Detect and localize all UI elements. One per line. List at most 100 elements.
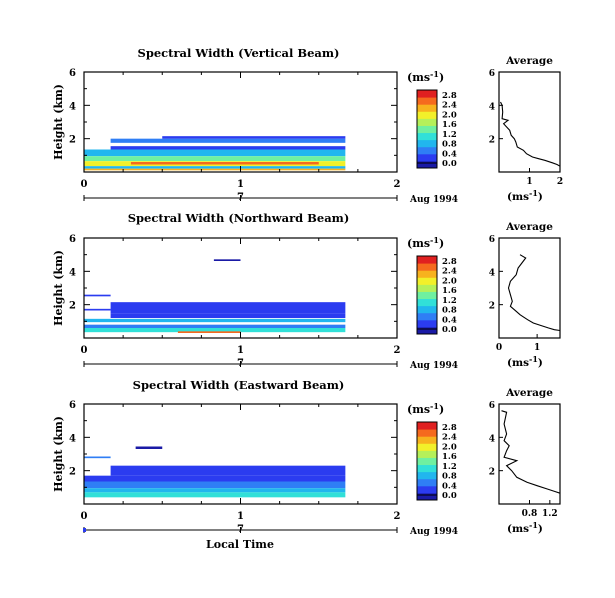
- average-frame: [498, 71, 561, 173]
- colorbar-segment: [417, 284, 437, 292]
- x-tick-label: 0: [81, 345, 88, 356]
- colorbar-frame: [416, 421, 438, 501]
- avg-y-tick-label: 4: [489, 434, 495, 444]
- colorbar-segment: [417, 422, 437, 430]
- panel-3: Spectral Width (Eastward Beam) 2 4 6 0 1 2 Heig…: [52, 378, 561, 537]
- y-tick-label: 4: [69, 433, 76, 444]
- x-tick-label: 1: [237, 511, 244, 522]
- colorbar-segment: [417, 97, 437, 105]
- y-axis-label: Height (km): [52, 250, 65, 326]
- colorbar-segment: [417, 104, 437, 112]
- heatmap-cell-0: [135, 446, 163, 449]
- colorbar-tick-label: 2.4: [442, 433, 457, 443]
- avg-y-tick-label: 4: [489, 102, 495, 112]
- y-tick-label: 2: [69, 135, 76, 146]
- y-tick-label: 6: [69, 234, 76, 245]
- colorbar-tick-label: 2.8: [442, 91, 457, 101]
- heatmap-cell-7: [130, 162, 319, 165]
- colorbar-tick-label: 0.4: [442, 481, 457, 491]
- avg-y-tick-label: 2: [489, 136, 495, 146]
- colorbar-segment: [417, 291, 437, 300]
- average-title: Average: [505, 387, 553, 399]
- colorbar-frame: [416, 89, 438, 169]
- colorbar-tick-label: 2.0: [442, 442, 457, 452]
- colorbar-segment: [417, 153, 437, 162]
- unit-exp: -1: [430, 69, 439, 79]
- colorbar-tick-label: 2.0: [442, 110, 457, 120]
- colorbar-segment: [417, 443, 437, 451]
- heatmap-cells: [84, 136, 346, 171]
- x-tick-label: 0: [81, 179, 88, 190]
- colorbar-segment: [417, 319, 437, 328]
- y-tick-label: 2: [69, 301, 76, 312]
- colorbar-tick-label: 1.6: [442, 286, 457, 296]
- unit-text: (ms: [407, 403, 430, 416]
- avg-y-tick-label: 6: [489, 401, 495, 411]
- unit-close: ): [439, 71, 444, 84]
- heatmap-cell-1: [84, 456, 111, 459]
- avg-y-tick-label: 6: [489, 235, 495, 245]
- colorbar-tick-label: 0.8: [442, 140, 457, 150]
- heatmap-cell-1: [162, 136, 346, 139]
- heatmap-cell-5: [84, 156, 346, 162]
- heatmap-cell-7: [84, 324, 346, 328]
- colorbar-tick-label: 0.4: [442, 315, 457, 325]
- heatmap-cells: [84, 259, 346, 333]
- colorbar-segment: [417, 457, 437, 466]
- colorbar-segment: [417, 464, 437, 473]
- panel-title: Spectral Width (Eastward Beam): [133, 378, 345, 392]
- average-unit: (ms-1): [507, 520, 543, 535]
- average-profile-line: [500, 101, 561, 167]
- y-tick-label: 2: [69, 467, 76, 478]
- date-marker: [83, 528, 86, 532]
- average-title: Average: [505, 221, 553, 233]
- colorbar-segment: [417, 429, 437, 437]
- avg-x-tick-label: 2: [557, 177, 563, 187]
- avg-y-tick-label: 4: [489, 268, 495, 278]
- x-tick-label: 2: [394, 345, 401, 356]
- unit-close: ): [439, 237, 444, 250]
- heatmap-cell-0: [213, 259, 241, 261]
- heatmap-cell-3: [110, 146, 346, 150]
- colorbar-segment: [417, 305, 437, 314]
- heatmap-cell-9: [84, 168, 346, 171]
- heatmap-cell-5: [110, 313, 346, 318]
- colorbar-segment: [417, 485, 437, 494]
- x-tick-label: 1: [237, 345, 244, 356]
- y-tick-label: 6: [69, 68, 76, 79]
- avg-x-tick-label: 1.2: [542, 509, 558, 519]
- avg-y-tick-label: 6: [489, 69, 495, 79]
- colorbar-segment: [417, 263, 437, 271]
- date-label: Aug 1994: [409, 527, 458, 537]
- colorbar-segment: [417, 478, 437, 487]
- heatmap-cell-9: [177, 331, 241, 333]
- colorbar-tick-label: 1.6: [442, 452, 457, 462]
- colorbar-tick-label: 2.8: [442, 423, 457, 433]
- heatmap-cell-8: [84, 166, 346, 169]
- plot-frame: [83, 237, 398, 339]
- date-label: Aug 1994: [409, 195, 458, 205]
- colorbar-segment: [417, 146, 437, 155]
- x-tick-label: 0: [81, 511, 88, 522]
- avg-unit-exp: -1: [529, 188, 538, 198]
- colorbar-unit: (ms-1): [407, 401, 444, 416]
- colorbar-tick-label: 1.2: [442, 130, 457, 140]
- average-title: Average: [505, 55, 553, 67]
- colorbar-segment: [417, 118, 437, 126]
- colorbar-tick-label: 2.4: [442, 101, 457, 111]
- heatmap-cell-8: [84, 328, 346, 333]
- average-profile-line: [507, 254, 561, 332]
- colorbar-segment: [417, 277, 437, 285]
- avg-x-tick-label: 1: [534, 343, 540, 353]
- heatmap-cell-4: [84, 475, 346, 482]
- x-tick-label: 2: [394, 179, 401, 190]
- avg-unit-close: ): [538, 357, 543, 369]
- heatmap-cells: [84, 446, 346, 498]
- date-label: Aug 1994: [409, 361, 458, 371]
- average-panel: Average 2 4 6 1 2 (ms-1): [489, 55, 563, 203]
- colorbar-segment: [417, 298, 437, 307]
- colorbar-segment: [417, 436, 437, 444]
